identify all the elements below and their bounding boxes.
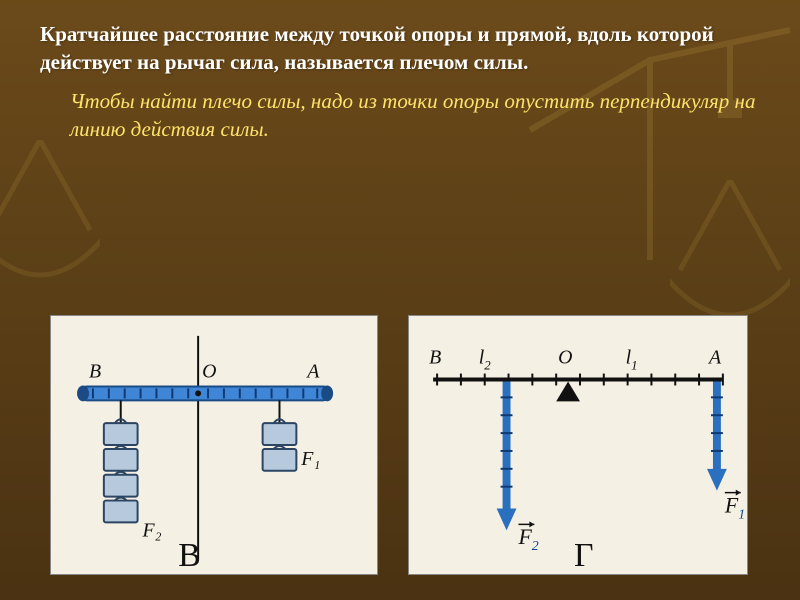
label-O: O [558, 347, 572, 369]
label-F1-vec: F1 [724, 490, 745, 523]
panel-letter-A: В [178, 537, 201, 574]
figure-lever-weights: B O A F₁ F₂ В [50, 315, 378, 575]
label-A: A [707, 347, 722, 369]
label-B: B [429, 347, 441, 369]
panel-letter-B: Г [574, 537, 594, 574]
slide: Кратчайшее расстояние между точкой опоры… [0, 0, 800, 600]
svg-text:F2: F2 [517, 525, 538, 554]
figure-row: B O A F₁ F₂ В [50, 315, 750, 575]
label-l1: l1 [626, 347, 638, 373]
force-arrow-F2 [497, 381, 517, 530]
label-F1: F₁ [300, 448, 320, 470]
body-text: Чтобы найти плечо силы, надо из точки оп… [70, 87, 760, 144]
label-O: O [202, 361, 216, 383]
figure-lever-schematic: B l2 O l1 A F1 [408, 315, 748, 575]
label-F2-vec: F2 [517, 521, 538, 554]
label-A: A [305, 361, 320, 383]
svg-text:F1: F1 [724, 493, 745, 522]
title-text: Кратчайшее расстояние между точкой опоры… [40, 20, 760, 77]
force-arrow-F1 [707, 381, 727, 490]
label-F2: F₂ [142, 519, 162, 541]
label-B: B [89, 361, 101, 383]
label-l2: l2 [479, 347, 492, 373]
